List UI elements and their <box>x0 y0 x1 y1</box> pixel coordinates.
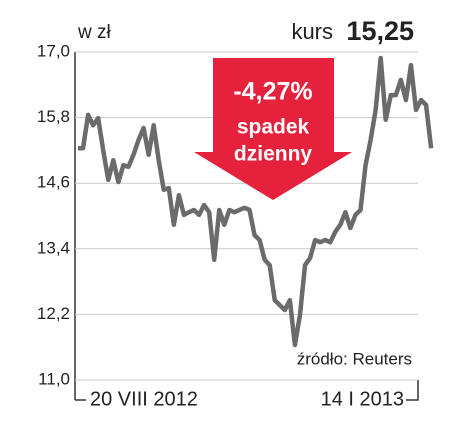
y-tick-label: 17,0 <box>37 41 70 60</box>
y-tick-label: 15,8 <box>37 107 70 126</box>
y-tick-label: 14,6 <box>37 173 70 192</box>
source-note: źródło: Reuters <box>297 349 412 368</box>
x-tick-label: 20 VIII 2012 <box>90 388 198 410</box>
x-tick-label: 14 I 2013 <box>321 388 404 410</box>
change-arrow: -4,27% spadek dzienny <box>194 58 352 200</box>
y-tick-label: 13,4 <box>37 238 70 257</box>
arrow-shape <box>194 58 352 200</box>
axis-corner <box>406 380 419 401</box>
change-text: dzienny <box>234 143 312 166</box>
unit-label: w zł <box>77 22 112 43</box>
price-value: 15,25 <box>346 16 414 46</box>
change-value: -4,27% <box>233 78 312 106</box>
change-text: spadek <box>237 116 310 139</box>
price-line <box>78 55 434 348</box>
y-tick-label: 11,0 <box>38 369 70 388</box>
price-label: kurs <box>291 19 333 44</box>
y-tick-label: 12,2 <box>37 304 70 323</box>
